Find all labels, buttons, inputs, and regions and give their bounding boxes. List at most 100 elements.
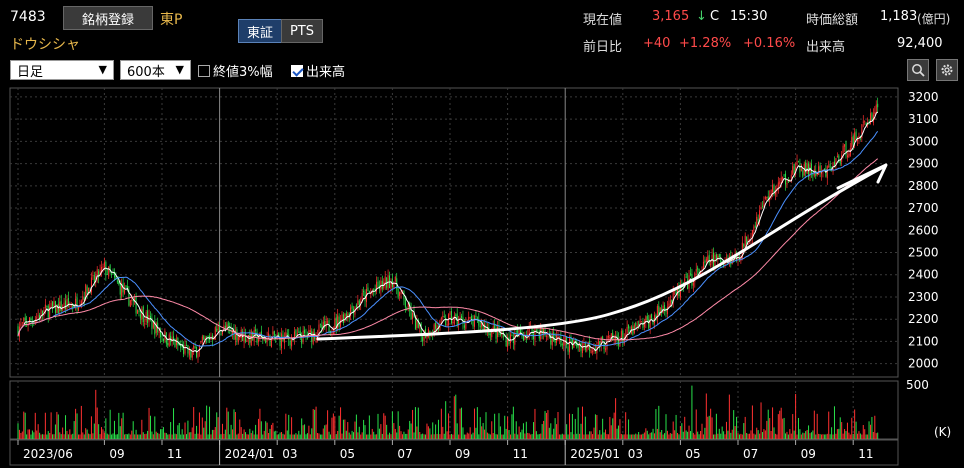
volume-bar	[113, 420, 115, 439]
candle-body	[505, 335, 507, 347]
volume-bar	[263, 430, 265, 439]
volume-bar	[77, 434, 79, 439]
volume-bar	[381, 433, 383, 439]
volume-bar	[319, 434, 321, 439]
volume-bar	[317, 433, 319, 439]
candle-body	[626, 326, 628, 336]
volume-bar	[213, 429, 215, 439]
volume-bar	[869, 424, 871, 439]
count-select[interactable]: 600本 ▼	[120, 60, 191, 80]
volume-bar	[622, 434, 624, 439]
period-select[interactable]: 日足 ▼	[10, 60, 114, 80]
volume-checkbox[interactable]: 出来高	[291, 61, 345, 80]
candle-body	[507, 338, 509, 348]
volume-bar	[62, 427, 64, 439]
candle-body	[671, 299, 673, 303]
volume-bar	[119, 426, 121, 439]
volume-bar	[766, 420, 768, 439]
x-tick-label: 09	[109, 447, 124, 461]
volume-bar	[779, 410, 781, 439]
candle-body	[304, 329, 306, 334]
candle-body	[826, 166, 828, 179]
volume-bar	[527, 432, 529, 439]
register-button[interactable]: 銘柄登録	[63, 6, 153, 30]
volume-bar	[730, 432, 732, 439]
candle-body	[155, 322, 157, 334]
count-select-value: 600本	[127, 64, 165, 80]
volume-bar	[803, 433, 805, 439]
volume-bar	[367, 434, 369, 439]
candle-body	[273, 331, 275, 339]
candle-body	[26, 321, 28, 325]
close3-checkbox[interactable]: 終値3%幅	[198, 61, 273, 80]
candle-body	[252, 331, 254, 341]
volume-bar	[446, 431, 448, 439]
volume-bar	[573, 434, 575, 439]
volume-bar	[761, 432, 763, 439]
volume-bar	[461, 407, 463, 439]
tab-pts[interactable]: PTS	[281, 19, 323, 43]
candle-body	[717, 255, 719, 259]
volume-bar	[812, 430, 814, 439]
ma-mid-line	[17, 130, 879, 347]
y-tick-label: 2400	[908, 268, 939, 282]
settings-button[interactable]	[936, 59, 958, 81]
volume-bar	[597, 434, 599, 439]
volume-bar	[553, 428, 555, 439]
candle-body	[790, 174, 792, 179]
candle-body	[406, 307, 408, 310]
volume-bar	[810, 432, 812, 439]
volume-bar	[404, 433, 406, 439]
volume-bar	[292, 434, 294, 439]
volume-bar	[501, 434, 503, 439]
zoom-icon	[912, 64, 925, 77]
volume-bar	[691, 385, 693, 439]
volume-bar	[655, 409, 657, 439]
candle-body	[852, 135, 854, 144]
volume-bar	[174, 433, 176, 439]
candle-body	[652, 320, 654, 325]
x-axis-pane	[9, 439, 899, 466]
volume-bar	[710, 408, 712, 439]
candle-body	[746, 236, 748, 245]
volume-bar	[628, 419, 630, 439]
candle-body	[191, 351, 193, 358]
volume-bar	[560, 434, 562, 439]
volume-bar	[609, 416, 611, 439]
candle-body	[154, 320, 156, 335]
volume-bar	[558, 434, 560, 439]
change-value: +40	[643, 36, 671, 51]
volume-bar	[246, 434, 248, 439]
zoom-button[interactable]	[907, 59, 929, 81]
volume-bar	[528, 433, 530, 439]
candle-body	[180, 344, 182, 348]
candle-body	[661, 308, 663, 314]
volume-bar	[531, 434, 533, 439]
candle-body	[821, 171, 823, 175]
volume-bar	[132, 421, 134, 439]
candle-body	[335, 317, 337, 328]
checkbox-checked-icon[interactable]	[291, 64, 303, 77]
volume-bar	[72, 433, 74, 439]
candle-body	[410, 309, 412, 319]
candle-body	[49, 306, 51, 319]
volume-bar	[764, 430, 766, 439]
candle-body	[481, 322, 483, 327]
candle-body	[108, 266, 110, 277]
volume-bar	[126, 434, 128, 439]
candle-body	[95, 276, 97, 282]
candle-body	[139, 314, 141, 319]
volume-bar	[296, 434, 298, 439]
tab-tse[interactable]: 東証	[238, 19, 282, 43]
candle-body	[443, 316, 445, 318]
volume-bar	[592, 434, 594, 439]
volume-bar	[76, 413, 78, 439]
stock-chart[interactable]: 2000 2100 2200 2300 2400 2500 2600 2700 2800 2900…	[0, 84, 964, 468]
volume-bar	[315, 406, 317, 439]
candle-body	[502, 331, 504, 338]
volume-bar	[162, 427, 164, 439]
checkbox-unchecked-icon[interactable]	[198, 64, 210, 77]
candle-body	[867, 123, 869, 126]
candle-body	[818, 166, 820, 175]
candle-body	[210, 336, 212, 340]
